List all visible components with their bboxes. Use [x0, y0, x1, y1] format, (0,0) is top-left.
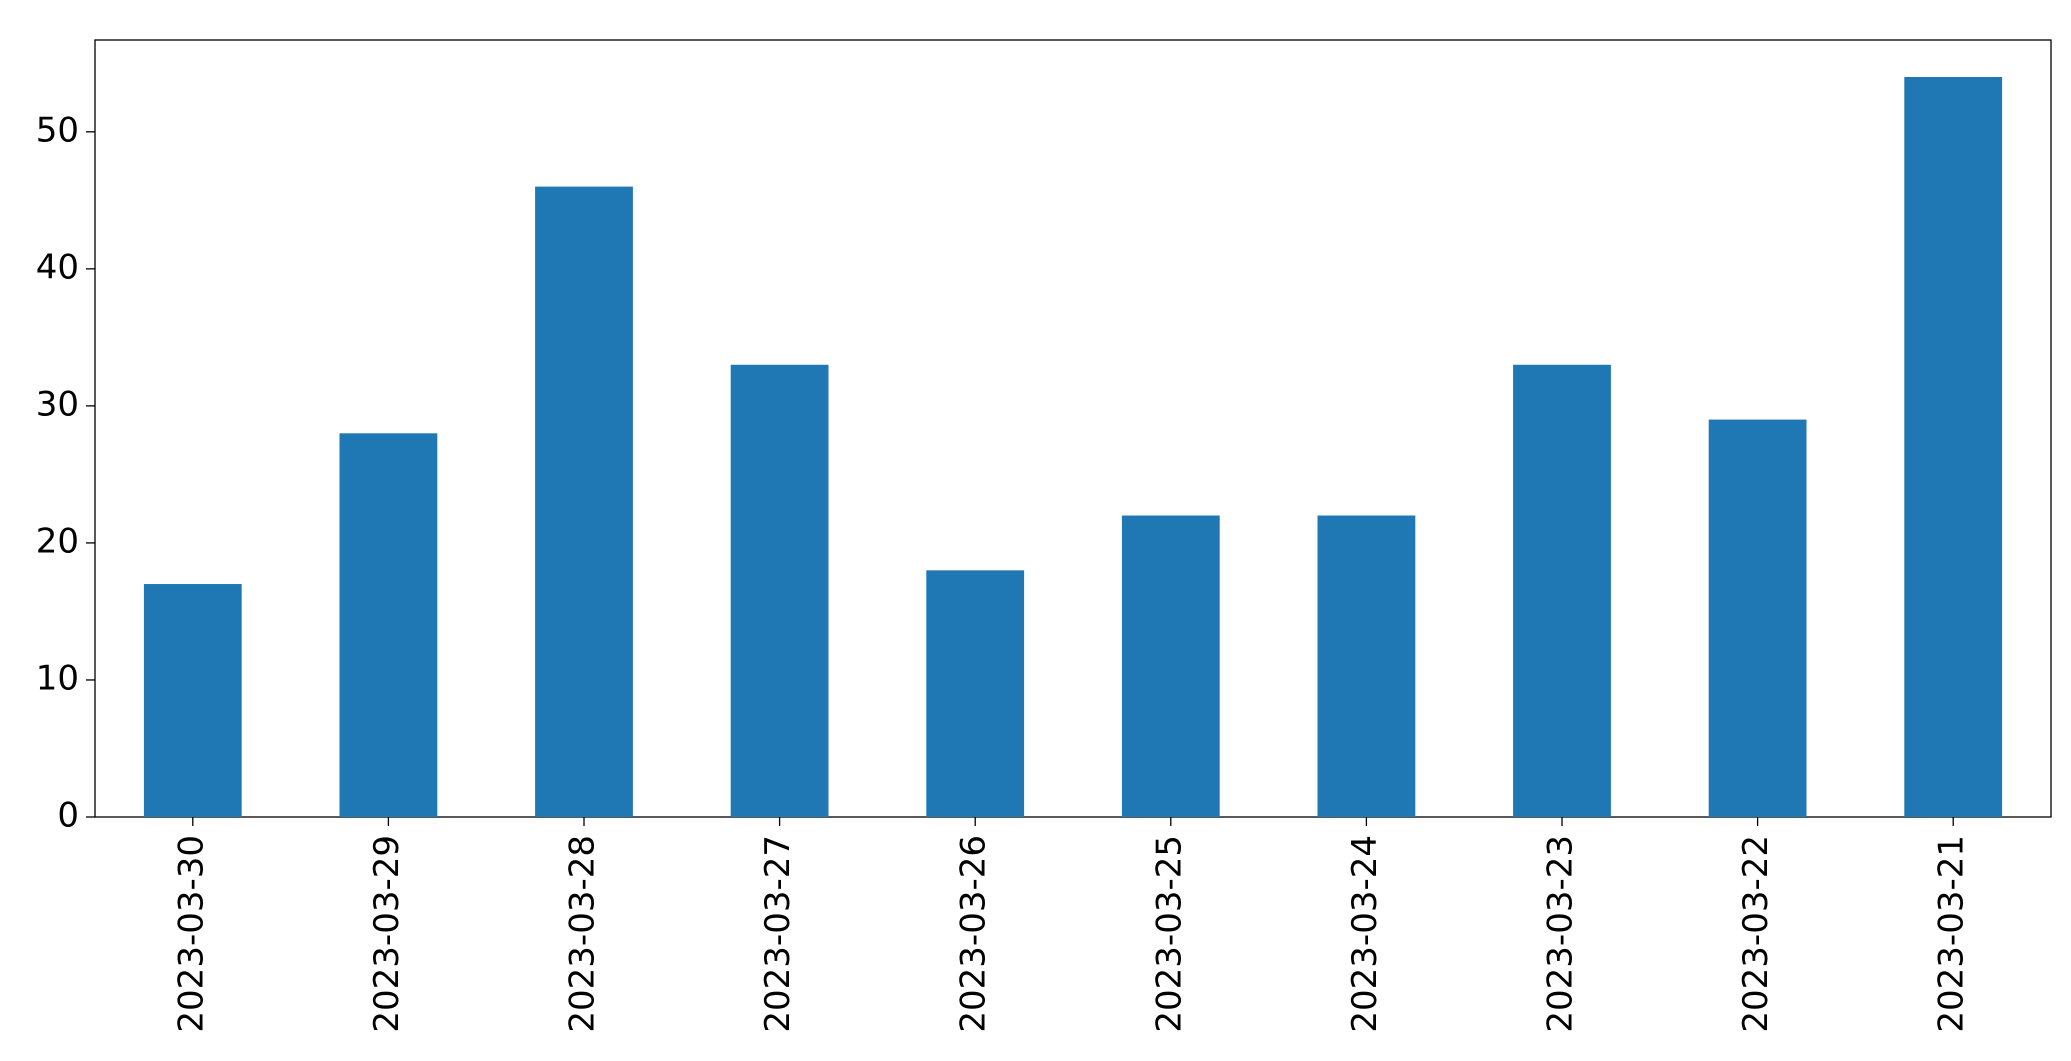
bar: [535, 186, 633, 817]
x-tick-label: 2023-03-22: [1736, 835, 1776, 1033]
x-tick-label: 2023-03-23: [1541, 835, 1581, 1033]
x-tick-label: 2023-03-30: [171, 835, 211, 1033]
x-tick-label: 2023-03-24: [1345, 835, 1385, 1033]
y-tick-label: 30: [36, 384, 79, 424]
bar: [1121, 515, 1220, 817]
bar: [143, 584, 242, 817]
x-tick-label: 2023-03-21: [1932, 835, 1972, 1033]
bar: [1513, 364, 1611, 817]
y-tick-label: 50: [36, 110, 79, 150]
y-tick-label: 40: [36, 247, 79, 287]
x-tick-label: 2023-03-26: [954, 835, 994, 1033]
bar: [1317, 515, 1416, 817]
bar: [339, 433, 438, 817]
x-tick-label: 2023-03-27: [758, 835, 798, 1033]
bar: [730, 364, 829, 817]
plot-frame: [94, 39, 2052, 818]
bar: [926, 570, 1025, 817]
x-tick-label: 2023-03-28: [563, 835, 603, 1033]
bar: [1708, 419, 1807, 817]
y-tick-label: 20: [36, 521, 79, 561]
y-tick-label: 10: [36, 658, 79, 698]
x-tick-label: 2023-03-25: [1149, 835, 1189, 1033]
x-tick-label: 2023-03-29: [367, 835, 407, 1033]
y-tick-label: 0: [57, 796, 79, 836]
bar: [1904, 77, 2003, 817]
